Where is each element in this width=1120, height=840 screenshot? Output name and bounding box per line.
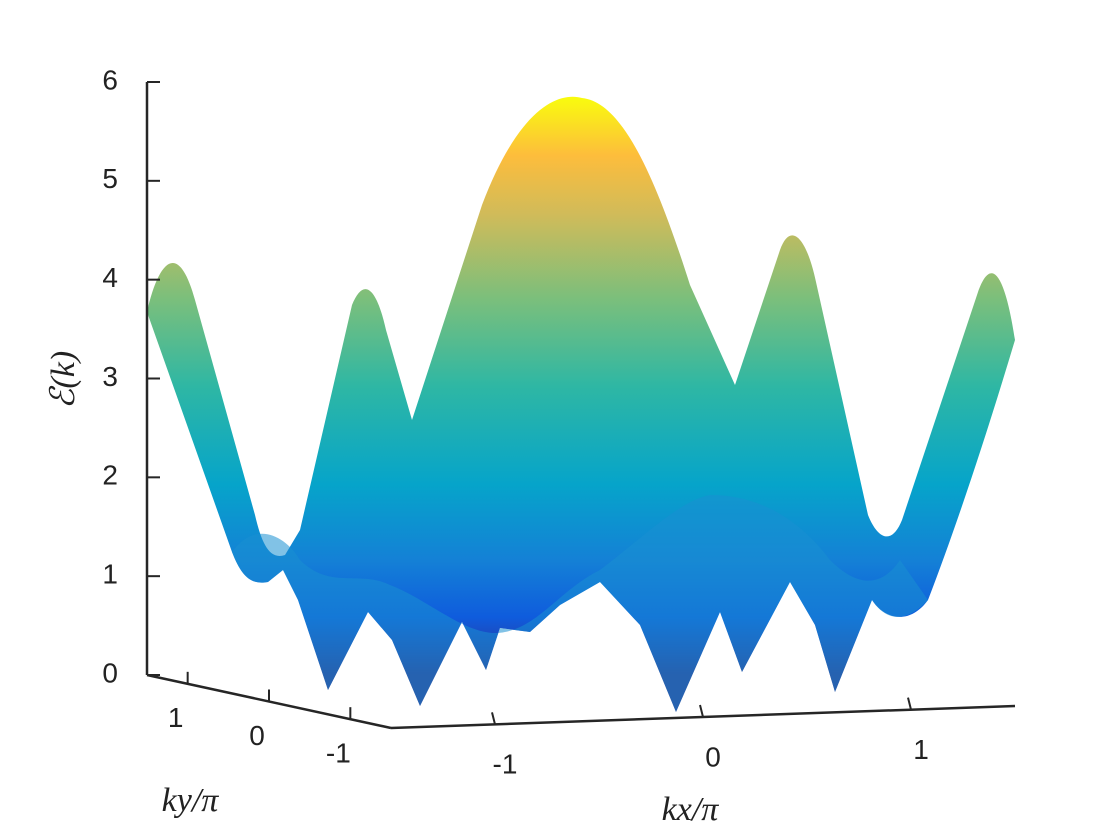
z-axis-label: ℰ(k) — [45, 351, 82, 409]
x-tick — [491, 712, 496, 725]
x-tick-label: 0 — [705, 741, 721, 772]
z-tick-label: 6 — [102, 64, 118, 95]
z-tick-label: 0 — [102, 657, 118, 688]
y-tick-label: 0 — [249, 720, 265, 751]
y-axis-label: ky/π — [162, 782, 220, 819]
x-tick — [907, 697, 912, 710]
z-tick-label: 4 — [102, 262, 118, 293]
x-tick-label: -1 — [493, 749, 518, 780]
x-axis-label: kx/π — [662, 791, 720, 828]
surface — [147, 96, 1015, 713]
x-tick-label: 1 — [913, 734, 929, 765]
x-tick — [699, 704, 704, 718]
y-tick-label: -1 — [326, 738, 351, 769]
z-tick-label: 5 — [102, 163, 118, 194]
z-tick-label: 3 — [102, 361, 118, 392]
y-tick-label: 1 — [168, 702, 184, 733]
z-tick-label: 1 — [102, 559, 118, 590]
z-tick-label: 2 — [102, 460, 118, 491]
